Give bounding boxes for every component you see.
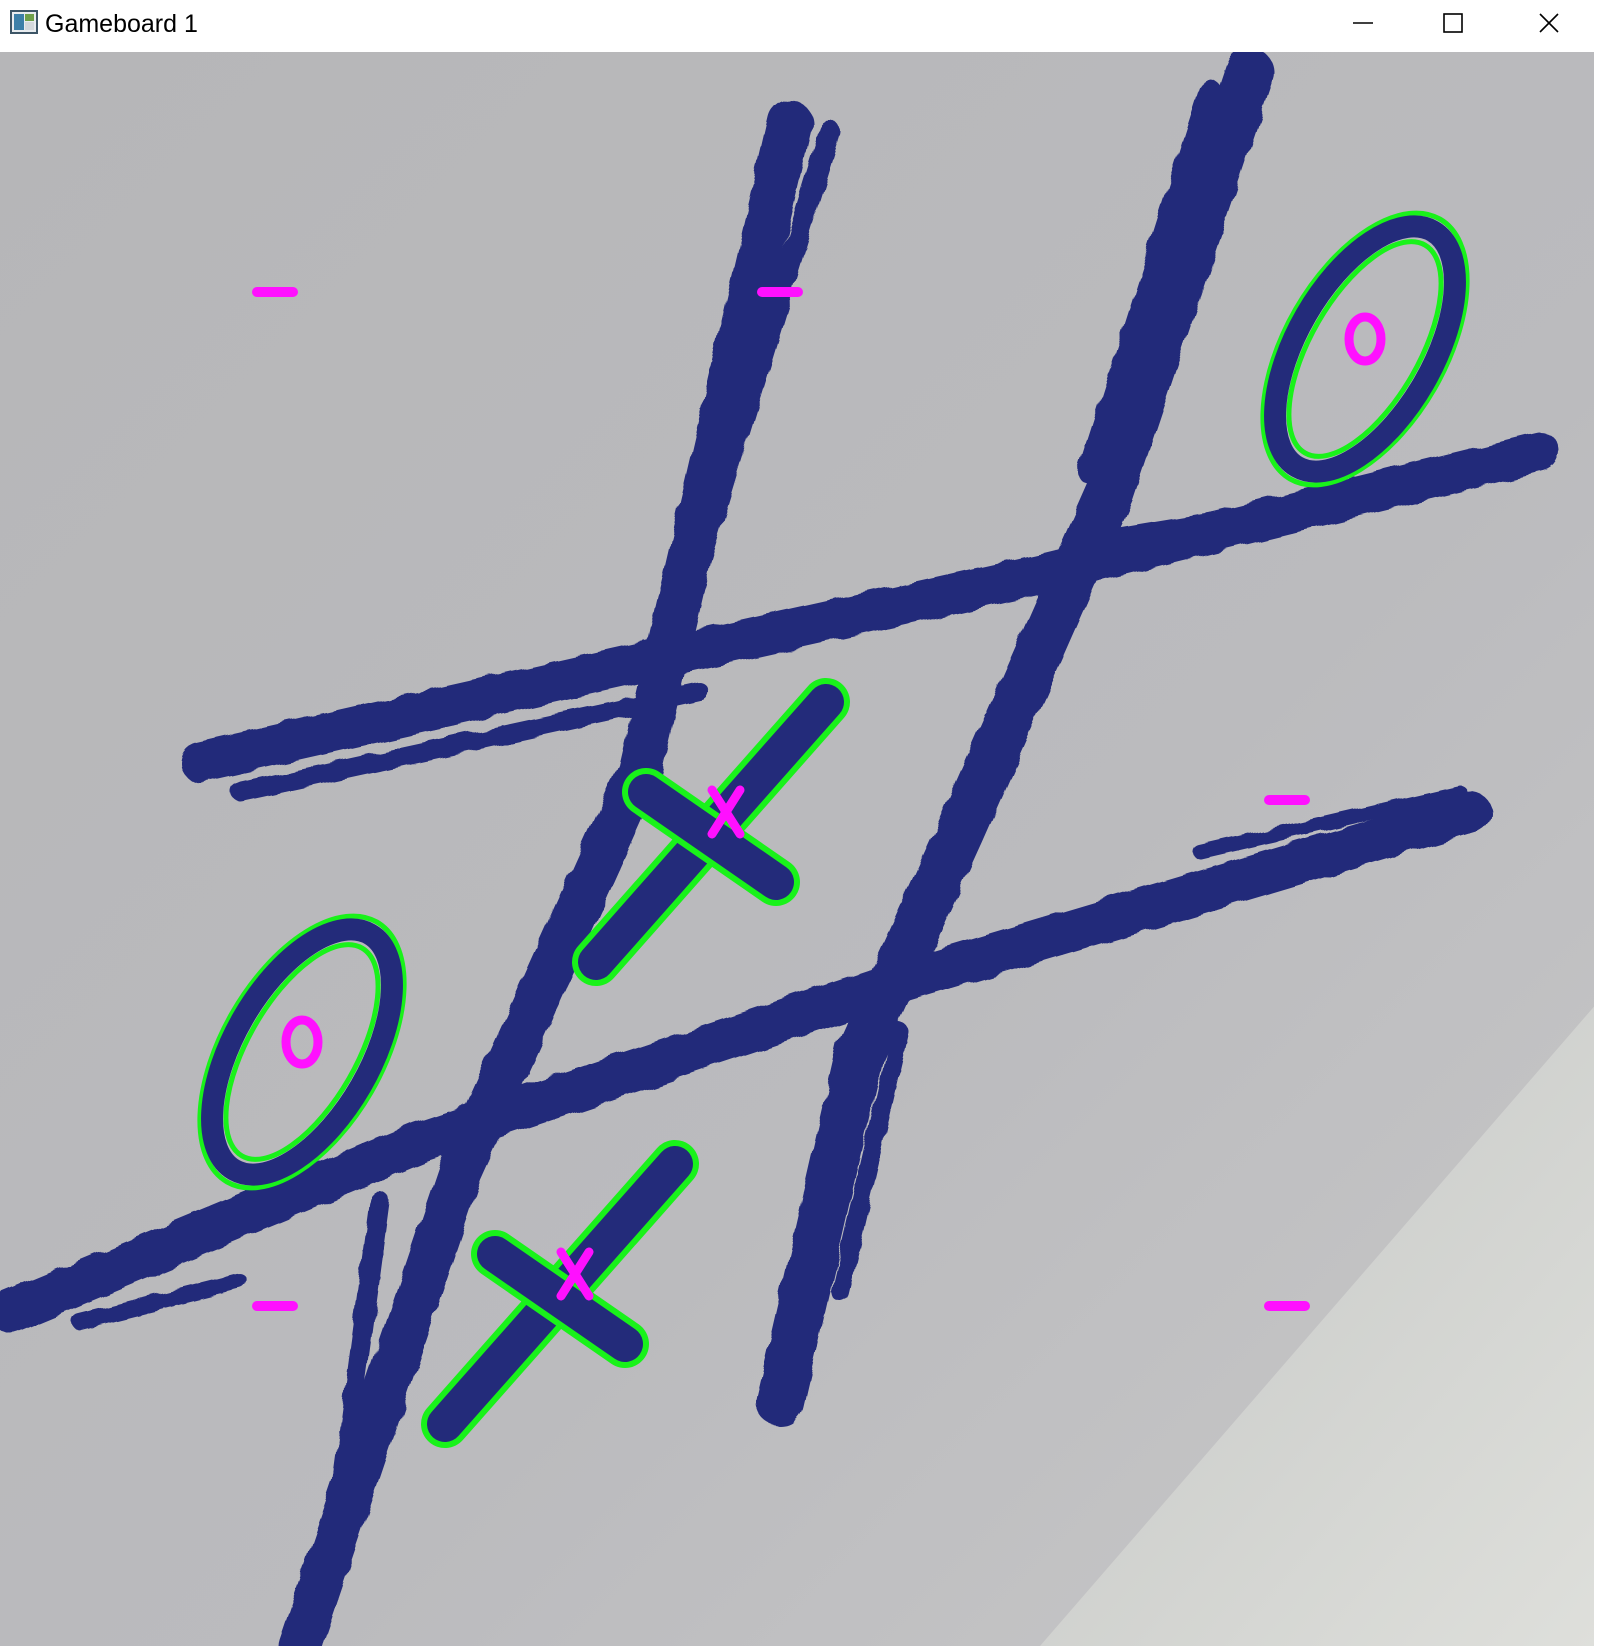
grid-stroke-9 — [1072, 464, 1508, 550]
cell-1-3-o-contour-inner — [1286, 239, 1444, 459]
minimize-button[interactable] — [1318, 0, 1408, 46]
grid-stroke-5 — [1078, 80, 1222, 484]
cell-1-3-o-marker — [1344, 312, 1386, 366]
grid-stroke-2 — [649, 121, 841, 703]
grid-stroke-12 — [1193, 785, 1467, 859]
cell-2-2-x-marker — [707, 785, 745, 839]
cell-3-2-x-marker — [556, 1247, 594, 1301]
grid-stroke-4 — [756, 52, 1274, 1426]
grid-stroke-3 — [330, 1192, 390, 1512]
paper-light-region — [1040, 1002, 1598, 1646]
cell-2-1-o-ink — [201, 918, 403, 1186]
cell-1-3-o-ink — [1264, 215, 1466, 483]
grid-stroke-8 — [231, 683, 709, 801]
cell-2-1-o-marker — [281, 1015, 323, 1069]
grid-stroke-11 — [72, 1274, 248, 1330]
close-button[interactable] — [1500, 0, 1598, 46]
ink-grid-lines — [0, 52, 1560, 1646]
opencv-window-icon — [10, 10, 38, 34]
grid-stroke-6 — [831, 1023, 909, 1301]
cell-1-3-o-contour-outer — [1260, 210, 1470, 488]
window-edge — [1594, 52, 1598, 1646]
window-title: Gameboard 1 — [45, 10, 198, 38]
close-icon — [1539, 13, 1559, 33]
cell-2-1-o-contour-outer — [197, 913, 407, 1191]
maximize-button[interactable] — [1408, 0, 1498, 46]
image-view — [0, 52, 1598, 1646]
maximize-icon — [1443, 13, 1463, 33]
grid-stroke-10 — [0, 791, 1491, 1333]
minimize-icon — [1353, 22, 1373, 24]
detection-markers — [252, 287, 1386, 1311]
title-bar[interactable]: Gameboard 1 — [0, 0, 1598, 52]
cell-2-1-o-contour-inner — [223, 942, 381, 1162]
gameboard-image — [0, 52, 1598, 1646]
grid-stroke-1 — [278, 100, 812, 1646]
